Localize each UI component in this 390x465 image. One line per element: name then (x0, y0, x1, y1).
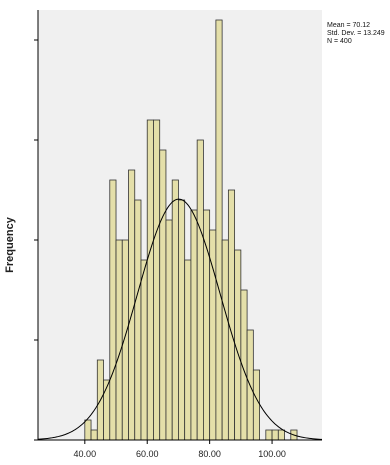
histogram-bar (203, 209, 211, 441)
histogram-bar (227, 189, 236, 441)
x-tick-label: 100.00 (258, 449, 286, 459)
histogram-bar (184, 259, 192, 441)
histogram-bar (115, 239, 123, 441)
histogram-bar (277, 429, 285, 441)
histogram-bar (252, 369, 260, 441)
x-tick-label: 80.00 (198, 449, 221, 459)
histogram-bar (109, 179, 117, 441)
histogram-bar (171, 179, 179, 441)
stats-mean: Mean = 70.12 (327, 22, 371, 29)
histogram-bar (121, 239, 129, 441)
stats-n: N = 400 (327, 38, 352, 45)
x-tick-label: 60.00 (136, 449, 159, 459)
stats-legend: Mean = 70.12 Std. Dev. = 13.249 N = 400 (327, 22, 390, 46)
histogram-bar (196, 139, 204, 441)
y-axis-title: Frequency (4, 217, 16, 273)
axes (34, 10, 322, 441)
histogram-bar (146, 119, 154, 441)
histogram-bar (190, 209, 198, 441)
stats-std-dev: Std. Dev. = 13.249 (327, 30, 385, 37)
y-axis-label: Frequency (3, 190, 17, 300)
histogram-bar (140, 259, 148, 441)
x-axis-ticks: 40.00 60.00 80.00 100.00 (74, 440, 286, 459)
x-tick-label: 40.00 (74, 449, 97, 459)
histogram-bar (134, 199, 142, 441)
histogram-bar (221, 239, 229, 441)
normal-curve (37, 198, 323, 440)
histogram-bar (165, 219, 173, 441)
histogram-bar (90, 429, 98, 441)
histogram-bar (215, 19, 223, 441)
histogram-bar (153, 119, 161, 441)
histogram-bar (103, 379, 111, 441)
histogram-bar (271, 429, 279, 441)
histogram-bar (178, 199, 186, 441)
histogram-bar (265, 429, 273, 441)
histogram-bar (84, 419, 92, 441)
histogram-bar (159, 149, 167, 441)
